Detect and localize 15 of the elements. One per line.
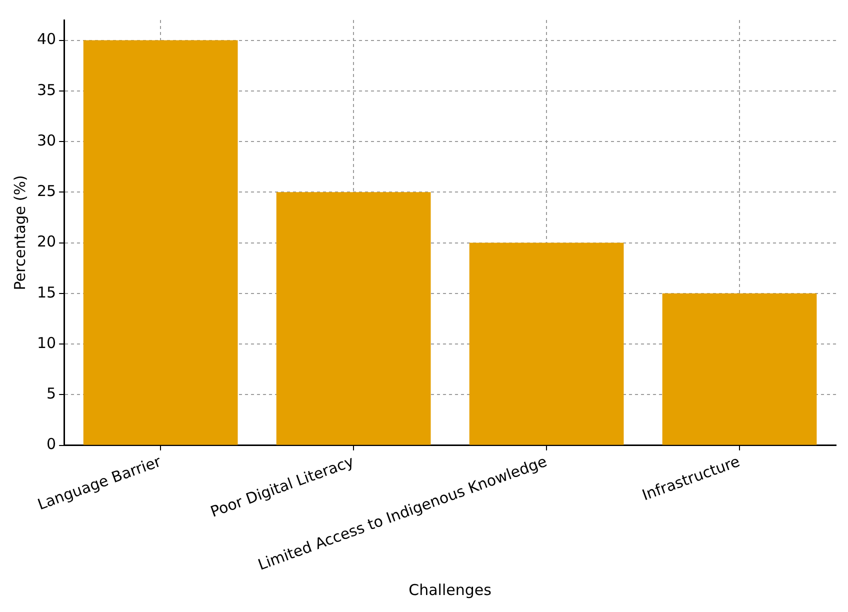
y-tick-label: 40 [36,30,56,48]
y-tick-label: 35 [36,80,56,99]
bar [469,242,624,445]
y-tick-label: 25 [36,182,56,200]
bar [83,40,238,445]
bar [276,192,431,445]
y-tick-label: 20 [36,232,56,251]
x-axis-title: Challenges [408,580,492,599]
y-tick-label: 10 [36,334,56,352]
y-axis-title: Percentage (%) [10,175,29,290]
y-tick-label: 5 [46,384,56,403]
y-tick-label: 30 [36,131,56,150]
y-tick-label: 15 [36,283,56,302]
y-tick-label: 0 [46,435,56,454]
bar [662,293,817,445]
